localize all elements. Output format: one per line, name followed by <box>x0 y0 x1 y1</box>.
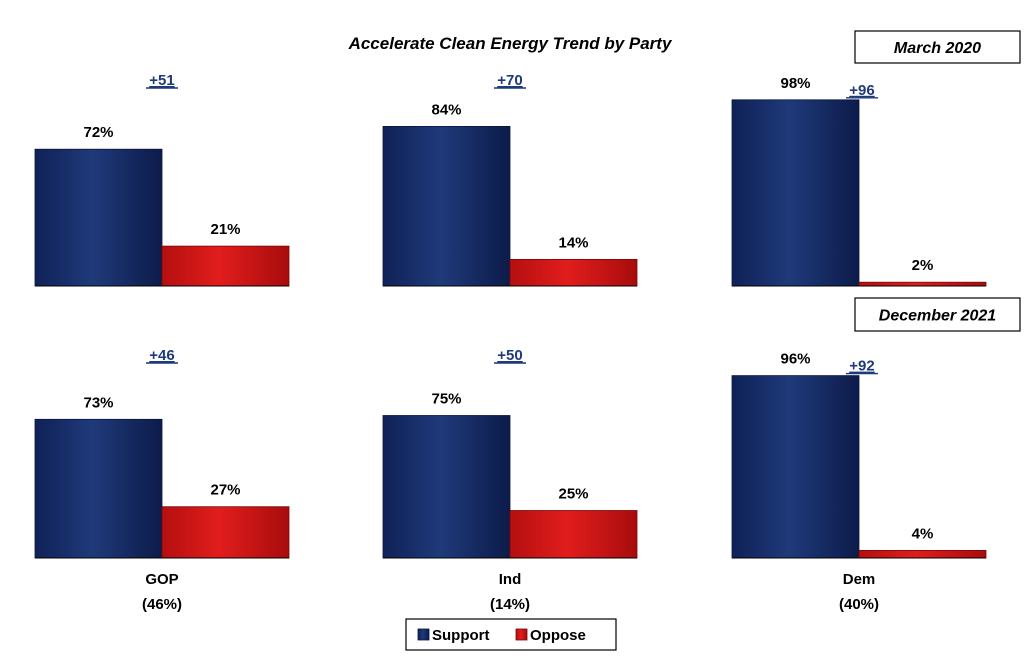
bar-support-gop-mar2020 <box>34 148 163 287</box>
bar-oppose-ind-dec2021 <box>509 510 638 559</box>
bar-oppose-gop-dec2021 <box>161 506 290 559</box>
bar-support-ind-mar2020 <box>382 126 511 287</box>
legend-label-oppose: Oppose <box>530 627 586 644</box>
bar-support-dem-dec2021 <box>731 375 860 559</box>
label-support-ind-dec2021: 75% <box>431 391 461 408</box>
label-oppose-dem-mar2020: 2% <box>912 257 934 274</box>
bar-oppose-gop-mar2020 <box>161 245 290 287</box>
category-share-ind: (14%) <box>490 596 530 613</box>
period-box-2 <box>854 297 1021 332</box>
bar-oppose-dem-mar2020 <box>858 281 987 287</box>
bars-layer: 72% 21% +51 84% 14% +70 98% 2% +96 73% 27% +46 75% 25… <box>34 72 987 651</box>
category-label-gop: GOP <box>145 571 178 588</box>
label-support-ind-mar2020: 84% <box>431 101 461 118</box>
label-oppose-gop-dec2021: 27% <box>210 482 240 499</box>
category-label-dem: Dem <box>843 571 876 588</box>
bar-oppose-dem-dec2021 <box>858 550 987 559</box>
category-share-gop: (46%) <box>142 596 182 613</box>
period-label-2: December 2021 <box>879 308 997 325</box>
bar-support-gop-dec2021 <box>34 418 163 559</box>
label-support-dem-mar2020: 98% <box>780 75 810 92</box>
margin-label-gop-dec2021: +46 <box>149 347 174 364</box>
margin-label-ind-dec2021: +50 <box>497 347 522 364</box>
legend-label-support: Support <box>432 627 490 644</box>
category-share-dem: (40%) <box>839 596 879 613</box>
label-oppose-ind-mar2020: 14% <box>558 234 588 251</box>
label-oppose-dem-dec2021: 4% <box>912 525 934 542</box>
bar-support-dem-mar2020 <box>731 99 860 287</box>
period-box-1 <box>854 30 1021 64</box>
margin-label-dem-mar2020: +96 <box>849 82 874 99</box>
legend-swatch-oppose <box>515 628 528 641</box>
label-oppose-ind-dec2021: 25% <box>558 486 588 503</box>
label-support-gop-dec2021: 73% <box>83 394 113 411</box>
bar-oppose-ind-mar2020 <box>509 258 638 287</box>
legend-box <box>405 618 617 651</box>
period-label-1: March 2020 <box>894 40 981 57</box>
label-support-gop-mar2020: 72% <box>83 124 113 141</box>
label-support-dem-dec2021: 96% <box>780 351 810 368</box>
bar-support-ind-dec2021 <box>382 415 511 559</box>
label-oppose-gop-mar2020: 21% <box>210 221 240 238</box>
margin-label-ind-mar2020: +70 <box>497 72 522 89</box>
chart-title: Accelerate Clean Energy Trend by Party <box>348 34 673 53</box>
legend-swatch-support <box>417 628 430 641</box>
margin-label-dem-dec2021: +92 <box>849 358 874 375</box>
margin-label-gop-mar2020: +51 <box>149 72 174 89</box>
category-label-ind: Ind <box>499 571 522 588</box>
